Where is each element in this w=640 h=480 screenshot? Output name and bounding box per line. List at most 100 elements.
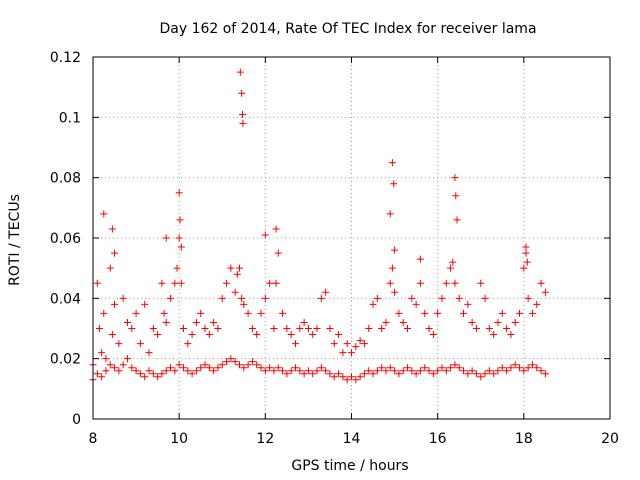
data-point: [197, 364, 205, 372]
data-point: [395, 309, 403, 317]
data-point: [528, 361, 536, 369]
data-point: [511, 361, 519, 369]
data-point: [162, 318, 170, 326]
data-point: [317, 294, 325, 302]
data-point: [468, 367, 476, 375]
data-point: [520, 264, 528, 272]
data-point: [523, 258, 531, 266]
data-point: [266, 279, 274, 287]
data-point: [171, 279, 179, 287]
data-point: [460, 309, 468, 317]
chart-title: Day 162 of 2014, Rate Of TEC Index for r…: [159, 21, 536, 37]
data-point: [291, 340, 299, 348]
data-point: [494, 367, 502, 375]
y-tick-label: 0.06: [50, 231, 81, 247]
data-point: [274, 364, 282, 372]
data-point: [123, 318, 131, 326]
data-point: [382, 318, 390, 326]
data-point: [438, 364, 446, 372]
data-point: [388, 159, 396, 167]
y-tick-label: 0.1: [59, 110, 81, 126]
data-point: [248, 325, 256, 332]
data-point: [111, 364, 119, 372]
data-point: [391, 288, 399, 296]
data-point: [93, 279, 101, 287]
data-point: [108, 225, 116, 233]
data-point: [214, 364, 222, 372]
data-point: [477, 279, 485, 287]
data-point: [192, 318, 200, 326]
data-point: [119, 361, 127, 369]
data-point: [119, 294, 127, 302]
data-point: [313, 367, 321, 375]
data-point: [343, 340, 351, 348]
data-point: [236, 68, 244, 76]
data-point: [442, 279, 450, 287]
data-point: [93, 370, 101, 378]
data-point: [460, 367, 468, 375]
x-tick-label: 14: [343, 431, 361, 447]
data-point: [330, 340, 338, 348]
data-point: [356, 337, 364, 345]
data-point: [412, 300, 420, 308]
data-point: [335, 331, 343, 339]
data-point: [158, 370, 166, 378]
data-point: [158, 279, 166, 287]
data-point: [369, 300, 377, 308]
data-point: [283, 370, 291, 378]
data-point: [378, 325, 386, 332]
data-point: [313, 325, 321, 332]
data-point: [261, 367, 269, 375]
data-point: [373, 294, 381, 302]
data-point: [343, 376, 351, 384]
data-point: [253, 361, 261, 369]
data-point: [412, 370, 420, 378]
data-point: [227, 264, 235, 272]
data-point: [365, 367, 373, 375]
data-point: [537, 279, 545, 287]
data-point: [300, 370, 308, 378]
data-point: [528, 309, 536, 317]
data-point: [453, 216, 461, 224]
data-point: [111, 249, 119, 257]
data-point: [365, 325, 373, 332]
data-point: [184, 340, 192, 348]
x-tick-label: 10: [170, 431, 188, 447]
data-point: [162, 234, 170, 242]
data-point: [296, 367, 304, 375]
data-point: [160, 309, 168, 317]
data-point: [464, 370, 472, 378]
data-point: [511, 318, 519, 326]
data-point: [100, 210, 108, 218]
data-point: [322, 288, 330, 296]
data-point: [524, 364, 532, 372]
data-point: [205, 364, 213, 372]
data-point: [507, 331, 515, 339]
data-point: [449, 258, 457, 266]
data-point: [179, 364, 187, 372]
data-point: [287, 331, 295, 339]
data-point: [472, 325, 480, 332]
data-point: [210, 318, 218, 326]
data-point: [391, 246, 399, 254]
data-point: [524, 294, 532, 302]
data-point: [348, 373, 355, 381]
data-point: [167, 294, 175, 302]
data-point: [154, 373, 162, 381]
data-point: [490, 370, 498, 378]
data-point: [106, 264, 114, 272]
data-point: [244, 309, 252, 317]
data-point: [95, 325, 103, 332]
data-point: [106, 361, 114, 369]
data-point: [425, 367, 433, 375]
data-point: [356, 373, 364, 381]
data-point: [238, 89, 246, 97]
data-point: [442, 367, 450, 375]
data-point: [141, 300, 149, 308]
data-point: [421, 309, 429, 317]
data-point: [522, 243, 530, 251]
data-point: [326, 370, 334, 378]
data-point: [102, 355, 110, 363]
data-point: [141, 373, 149, 381]
